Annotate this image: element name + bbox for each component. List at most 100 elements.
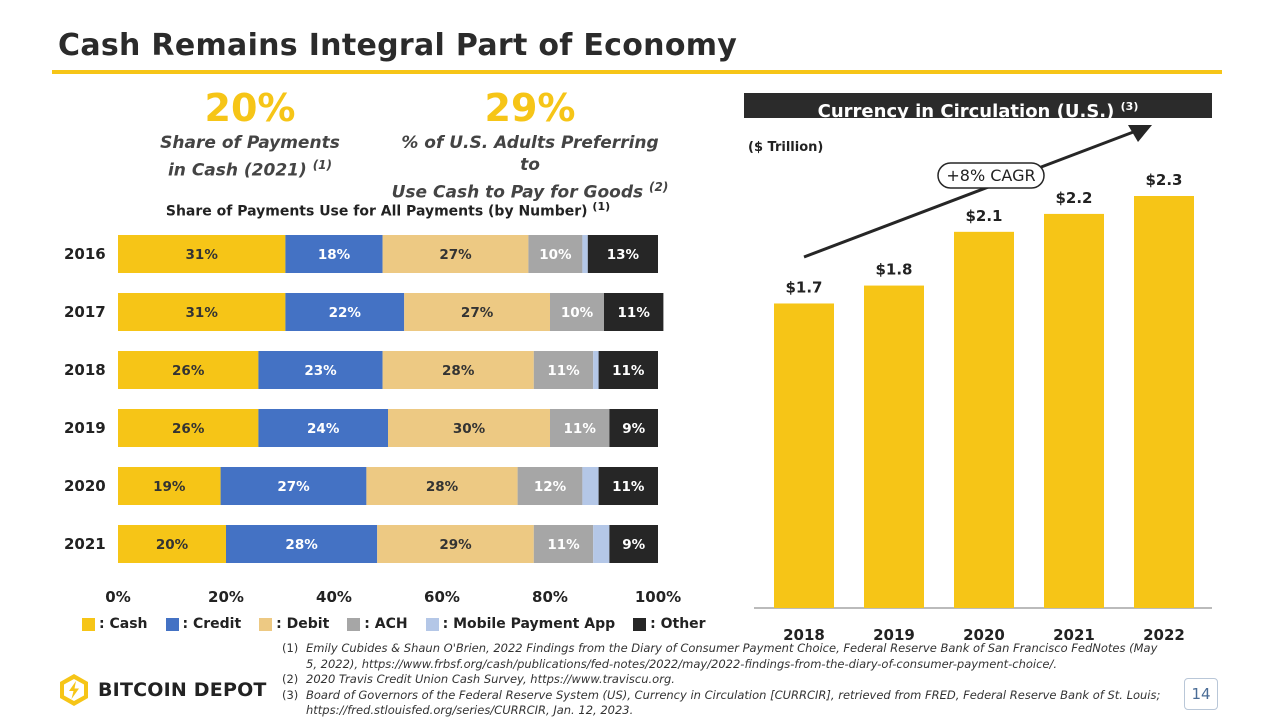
bar-segment-cash <box>118 525 226 563</box>
legend-item-cash: : Cash <box>82 616 148 632</box>
category-label: 2018 <box>64 361 106 379</box>
column-2019: $1.8 2019 <box>864 261 924 644</box>
footnote-item: (2) 2020 Travis Credit Union Cash Survey… <box>282 672 1162 688</box>
bar-segment-cash <box>118 351 259 389</box>
data-label: 11% <box>547 363 580 379</box>
data-label: 26% <box>172 363 205 379</box>
data-label: 23% <box>304 363 337 379</box>
footnote-item: (3) Board of Governors of the Federal Re… <box>282 688 1162 719</box>
stat-caption-line: Use Cash to Pay for Goods <box>391 182 644 203</box>
cagr-annotation: +8% CAGR <box>803 125 1152 259</box>
data-label: 18% <box>318 247 351 263</box>
legend-swatch <box>82 617 95 631</box>
bar-row-2016: 2016 31% 18% 27% 10% 13% <box>64 235 658 273</box>
column-2018: $1.7 2018 <box>774 278 834 644</box>
bar-segment-other <box>604 293 664 331</box>
footnotes: (1) Emily Cubides & Shaun O'Brien, 2022 … <box>282 641 1162 719</box>
data-label: 22% <box>329 305 362 321</box>
footnote-ref: (3) <box>1120 100 1139 113</box>
legend-item-mobile: : Mobile Payment App <box>425 616 615 632</box>
x-tick-label: 20% <box>208 588 244 606</box>
legend-swatch <box>347 617 361 631</box>
data-label: 29% <box>439 537 472 553</box>
bar-segment-other <box>598 467 658 505</box>
bar-segment-mobile-payment-app <box>582 467 599 505</box>
bar-segment-credit <box>226 525 378 563</box>
legend-swatch <box>425 617 439 631</box>
footnote-text: Emily Cubides & Shaun O'Brien, 2022 Find… <box>306 641 1158 671</box>
bar-segment-debit <box>404 293 550 331</box>
bar-segment-credit <box>258 409 388 447</box>
data-label: 10% <box>561 305 594 321</box>
bar-segment-credit <box>258 351 383 389</box>
column-bar <box>864 285 924 608</box>
data-label: 28% <box>426 479 459 495</box>
data-label: 26% <box>172 421 205 437</box>
stat-value: 20% <box>204 86 296 130</box>
category-label: 2016 <box>64 245 106 263</box>
x-tick-label: 100% <box>635 588 681 606</box>
data-label: 10% <box>539 247 572 263</box>
column-bar <box>774 303 834 608</box>
bar-row-2019: 2019 26% 24% 30% 11% 9% <box>64 409 658 447</box>
category-label: 2017 <box>64 303 106 321</box>
data-label: 11% <box>612 479 645 495</box>
bar-segment-ach <box>517 467 583 505</box>
bar-segment-other <box>609 409 658 447</box>
legend-item-debit: : Debit <box>259 616 329 632</box>
legend-label: : Debit <box>276 616 330 632</box>
column-category-label: 2022 <box>1143 626 1185 644</box>
column-2022: $2.3 2022 <box>1134 171 1194 644</box>
data-label: 28% <box>442 363 475 379</box>
page-number: 14 <box>1184 678 1218 710</box>
bar-segment-debit <box>382 235 529 273</box>
bar-row-2018: 2018 26% 23% 28% 11% 11% <box>64 351 658 389</box>
page-title: Cash Remains Integral Part of Economy <box>58 28 738 63</box>
bar-segment-other <box>598 351 658 389</box>
footnote-text: 2020 Travis Credit Union Cash Survey, ht… <box>306 672 675 686</box>
legend-label: : Credit <box>182 616 242 632</box>
payments-stacked-bar-chart: 2016 31% 18% 27% 10% 13%2017 31% 22% 27% 10% 11%20… <box>64 235 681 606</box>
data-label: 20% <box>156 537 189 553</box>
cagr-label: +8% CAGR <box>946 166 1035 185</box>
data-label: 27% <box>461 305 494 321</box>
bar-segment-other <box>609 525 658 563</box>
bar-segment-debit <box>366 467 518 505</box>
bar-segment-cash <box>118 235 286 273</box>
column-category-label: 2019 <box>873 626 915 644</box>
column-value-label: $1.8 <box>875 261 912 279</box>
stat-caption: Share of Payments in Cash (2021) (1) <box>130 132 370 182</box>
footnote-ref: (1) <box>312 158 333 172</box>
data-label: 13% <box>607 247 640 263</box>
data-label: 24% <box>307 421 340 437</box>
data-label: 11% <box>547 537 580 553</box>
category-label: 2020 <box>64 477 106 495</box>
bar-row-2021: 2021 20% 28% 29% 11% 9% <box>64 525 658 563</box>
column-bar <box>954 231 1014 608</box>
bar-segment-ach <box>550 409 610 447</box>
x-tick-label: 0% <box>105 588 130 606</box>
column-bar <box>1134 196 1194 608</box>
legend-item-other: : Other <box>633 616 706 632</box>
bar-segment-cash <box>118 467 221 505</box>
column-category-label: 2020 <box>963 626 1005 644</box>
data-label: 9% <box>622 421 645 437</box>
data-label: 30% <box>453 421 486 437</box>
bar-segment-credit <box>285 235 383 273</box>
column-category-label: 2021 <box>1053 626 1095 644</box>
column-value-label: $2.1 <box>965 207 1002 225</box>
legend-label: : Other <box>650 616 706 632</box>
bar-segment-mobile-payment-app <box>593 351 599 389</box>
data-label: 9% <box>622 537 645 553</box>
legend-label: : ACH <box>364 616 408 632</box>
bar-row-2020: 2020 19% 27% 28% 12% 11% <box>64 467 658 505</box>
stat-caption-line: in Cash (2021) <box>167 160 307 181</box>
data-label: 27% <box>439 247 472 263</box>
bar-segment-ach <box>533 351 594 389</box>
column-2021: $2.2 2021 <box>1044 189 1104 644</box>
bar-row-2017: 2017 31% 22% 27% 10% 11% <box>64 293 664 331</box>
bitcoin-depot-logo-icon <box>60 674 88 706</box>
bar-segment-cash <box>118 293 286 331</box>
category-label: 2019 <box>64 419 106 437</box>
footnote-ref: (1) <box>592 200 611 213</box>
